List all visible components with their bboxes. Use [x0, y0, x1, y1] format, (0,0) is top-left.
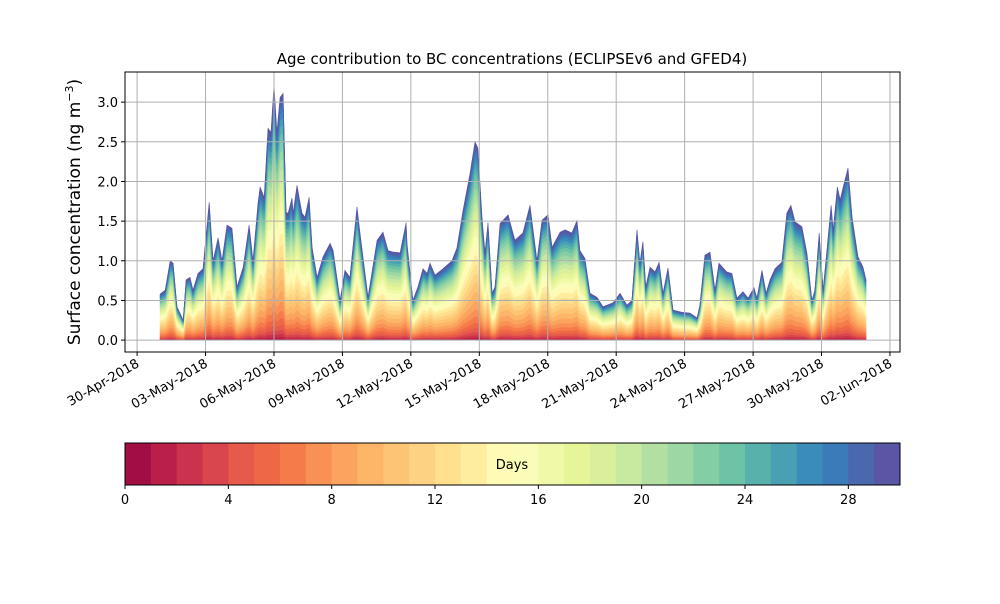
colorbar-tick-label: 0 [121, 493, 129, 508]
colorbar-bin-13 [460, 443, 488, 485]
y-axis-label: Surface concentration (ng m−3) [63, 79, 85, 345]
colorbar-bin-19 [615, 443, 643, 485]
colorbar-bin-2 [176, 443, 203, 485]
colorbar-bin-7 [305, 443, 333, 485]
colorbar-tick-label: 16 [530, 493, 547, 508]
colorbar-bin-3 [202, 443, 229, 485]
colorbar-bin-15 [512, 443, 539, 485]
colorbar-tick-label: 4 [224, 493, 232, 508]
colorbar-bin-6 [280, 443, 307, 485]
colorbar-bin-25 [770, 443, 798, 485]
colorbar-bin-27 [822, 443, 849, 485]
colorbar-bin-22 [693, 443, 720, 485]
colorbar-bin-21 [667, 443, 694, 485]
colorbar-bin-1 [150, 443, 178, 485]
colorbar-bin-20 [641, 443, 668, 485]
colorbar-bin-23 [719, 443, 746, 485]
y-tick-label: 2.5 [97, 136, 118, 151]
y-tick-label: 3.0 [97, 96, 118, 111]
colorbar-bin-14 [486, 443, 513, 485]
colorbar-tick-label: 8 [328, 493, 336, 508]
colorbar [125, 443, 901, 485]
colorbar-bin-18 [590, 443, 617, 485]
gridlines [125, 72, 900, 352]
colorbar-tick-label: 20 [633, 493, 650, 508]
chart-title: Age contribution to BC concentrations (E… [277, 50, 748, 68]
colorbar-bin-12 [435, 443, 462, 485]
colorbar-frame [124, 442, 901, 486]
colorbar-bin-16 [538, 443, 565, 485]
colorbar-tick-label: 28 [840, 493, 857, 508]
colorbar-bin-17 [564, 443, 591, 485]
colorbar-bin-0 [125, 443, 152, 485]
colorbar-bin-11 [409, 443, 436, 485]
area-layer-age-29 [159, 84, 867, 322]
colorbar-bin-26 [796, 443, 823, 485]
y-tick-label: 1.5 [97, 215, 118, 230]
y-axis-label-end: ) [65, 79, 85, 86]
colorbar-tick-label: 24 [737, 493, 754, 508]
colorbar-bin-29 [874, 443, 901, 485]
y-tick-label: 1.0 [97, 255, 118, 270]
y-axis-ticks: 0.0 0.5 1.0 1.5 2.0 2.5 3.0 [97, 96, 125, 349]
colorbar-bin-9 [357, 443, 384, 485]
colorbar-label: Days [496, 458, 529, 473]
y-tick-label: 2.0 [97, 175, 118, 190]
colorbar-bin-28 [848, 443, 875, 485]
colorbar-bin-5 [254, 443, 281, 485]
colorbar-bin-10 [383, 443, 410, 485]
y-tick-label: 0.5 [97, 294, 118, 309]
colorbar-bin-4 [228, 443, 255, 485]
colorbar-tick-label: 12 [427, 493, 444, 508]
plot-frame [124, 71, 901, 353]
colorbar-ticks: 0 4 8 12 16 20 24 28 [121, 485, 857, 508]
colorbar-bin-24 [745, 443, 772, 485]
y-axis-label-sup: −3 [63, 85, 76, 101]
colorbar-bin-8 [331, 443, 358, 485]
y-axis-label-main: Surface concentration (ng m [65, 102, 85, 345]
y-tick-label: 0.0 [97, 334, 118, 349]
